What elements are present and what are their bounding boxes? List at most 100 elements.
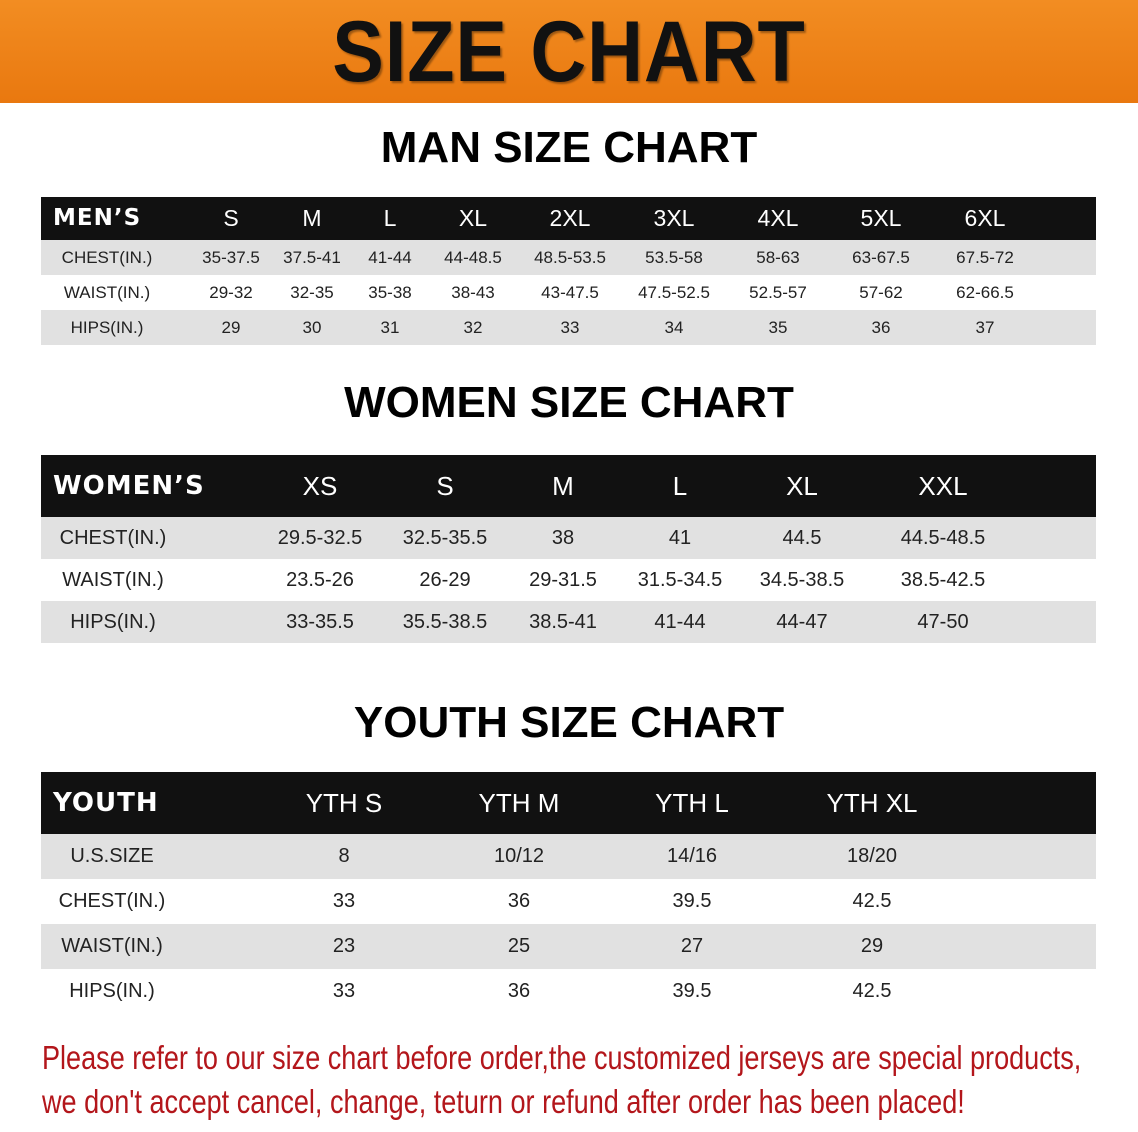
measurement-cell: 44.5 xyxy=(782,527,822,549)
row-label: HIPS(IN.) xyxy=(69,980,155,1002)
measurement-cell: 35 xyxy=(768,318,788,337)
measurement-cell: 25 xyxy=(507,935,531,957)
table-row: CHEST(IN.) 35-37.5 37.5-41 41-44 44-48.5 48.5… xyxy=(41,240,1096,275)
row-label: HIPS(IN.) xyxy=(70,611,156,633)
women-size-table: WOMEN’S XS S M L XL XXL CHEST(IN.) 29.5-32.5 32.5… xyxy=(41,455,1096,643)
size-column-header: L xyxy=(672,471,688,501)
measurement-cell: 8 xyxy=(338,845,350,867)
measurement-cell: 43-47.5 xyxy=(541,283,599,302)
row-label: CHEST(IN.) xyxy=(59,527,167,549)
measurement-cell: 67.5-72 xyxy=(956,248,1014,267)
men-section-title: MAN SIZE CHART xyxy=(380,123,758,172)
measurement-cell: 39.5 xyxy=(672,980,712,1002)
page-title: SIZE CHART xyxy=(332,4,806,100)
measurement-cell: 26-29 xyxy=(419,569,471,591)
measurement-cell: 30 xyxy=(302,318,322,337)
table-row: CHEST(IN.) 29.5-32.5 32.5-35.5 38 41 44.5 44.5… xyxy=(41,517,1096,559)
measurement-cell: 38.5-41 xyxy=(529,611,597,633)
measurement-cell: 32.5-35.5 xyxy=(402,527,488,549)
measurement-cell: 41-44 xyxy=(654,611,706,633)
size-column-header: YTH S xyxy=(305,788,383,818)
measurement-cell: 62-66.5 xyxy=(956,283,1014,302)
table-header-row: WOMEN’S XS S M L XL XXL xyxy=(41,455,1096,517)
size-column-header: S xyxy=(223,205,239,231)
measurement-cell: 34 xyxy=(664,318,684,337)
table-row: HIPS(IN.) 33-35.5 35.5-38.5 38.5-41 41-44 44-… xyxy=(41,601,1096,643)
measurement-cell: 39.5 xyxy=(672,890,712,912)
size-column-header: L xyxy=(383,205,397,231)
measurement-cell: 44.5-48.5 xyxy=(900,527,986,549)
measurement-cell: 29 xyxy=(860,935,884,957)
size-column-header: 5XL xyxy=(860,205,902,231)
measurement-cell: 32-35 xyxy=(290,283,334,302)
measurement-cell: 38-43 xyxy=(451,283,495,302)
table-row: WAIST(IN.) 29-32 32-35 35-38 38-43 43-47.5 47.… xyxy=(41,275,1096,310)
row-label: CHEST(IN.) xyxy=(61,248,153,267)
measurement-cell: 29 xyxy=(221,318,241,337)
measurement-cell: 35.5-38.5 xyxy=(402,611,488,633)
measurement-cell: 36 xyxy=(507,890,531,912)
row-label: WAIST(IN.) xyxy=(63,283,151,302)
measurement-cell: 23 xyxy=(332,935,356,957)
measurement-cell: 44-47 xyxy=(776,611,828,633)
measurement-cell: 44-48.5 xyxy=(444,248,502,267)
measurement-cell: 33 xyxy=(332,980,356,1002)
size-column-header: YTH M xyxy=(478,788,560,818)
measurement-cell: 42.5 xyxy=(852,890,892,912)
header-label: MEN’S xyxy=(53,205,142,231)
footer-notice-line-2: we don't accept cancel, change, teturn o… xyxy=(42,1083,965,1120)
measurement-cell: 29-32 xyxy=(209,283,253,302)
youth-size-table: YOUTH YTH S YTH M YTH L YTH XL U.S.SIZE 8 10/12… xyxy=(41,772,1096,1014)
header-label: WOMEN’S xyxy=(53,471,205,501)
measurement-cell: 35-38 xyxy=(368,283,412,302)
row-label: U.S.SIZE xyxy=(70,845,154,867)
measurement-cell: 18/20 xyxy=(846,845,898,867)
row-label: WAIST(IN.) xyxy=(62,569,164,591)
table-row: U.S.SIZE 8 10/12 14/16 18/20 xyxy=(41,834,1096,879)
table-header-row: MEN’S S M L XL 2XL 3XL 4XL 5XL 6XL xyxy=(41,197,1096,240)
size-column-header: 2XL xyxy=(549,205,591,231)
row-label: WAIST(IN.) xyxy=(61,935,163,957)
size-column-header: S xyxy=(436,471,454,501)
size-column-header: 3XL xyxy=(653,205,695,231)
size-column-header: YTH XL xyxy=(826,788,918,818)
measurement-cell: 38.5-42.5 xyxy=(900,569,986,591)
size-column-header: M xyxy=(552,471,574,501)
measurement-cell: 33 xyxy=(332,890,356,912)
size-column-header: 6XL xyxy=(964,205,1006,231)
table-row: WAIST(IN.) 23.5-26 26-29 29-31.5 31.5-34.5 34… xyxy=(41,559,1096,601)
measurement-cell: 63-67.5 xyxy=(852,248,910,267)
measurement-cell: 27 xyxy=(680,935,704,957)
table-row: WAIST(IN.) 23 25 27 29 xyxy=(41,924,1096,969)
measurement-cell: 31.5-34.5 xyxy=(637,569,723,591)
size-column-header: M xyxy=(302,205,322,231)
women-section-title: WOMEN SIZE CHART xyxy=(344,378,794,427)
measurement-cell: 36 xyxy=(871,318,891,337)
size-column-header: XL xyxy=(786,471,818,501)
measurement-cell: 14/16 xyxy=(666,845,718,867)
measurement-cell: 47-50 xyxy=(917,611,969,633)
row-label: HIPS(IN.) xyxy=(70,318,144,337)
row-label: CHEST(IN.) xyxy=(58,890,166,912)
table-header-row: YOUTH YTH S YTH M YTH L YTH XL xyxy=(41,772,1096,834)
header-label: YOUTH xyxy=(53,788,159,818)
footer-notice-line-1: Please refer to our size chart before or… xyxy=(42,1039,1082,1076)
table-row: HIPS(IN.) 29 30 31 32 33 34 35 36 37 xyxy=(41,310,1096,345)
measurement-cell: 23.5-26 xyxy=(286,569,354,591)
measurement-cell: 31 xyxy=(380,318,400,337)
measurement-cell: 41 xyxy=(668,527,692,549)
measurement-cell: 38 xyxy=(551,527,575,549)
measurement-cell: 29-31.5 xyxy=(529,569,597,591)
measurement-cell: 41-44 xyxy=(368,248,412,267)
measurement-cell: 47.5-52.5 xyxy=(638,283,710,302)
measurement-cell: 53.5-58 xyxy=(645,248,703,267)
table-row: HIPS(IN.) 33 36 39.5 42.5 xyxy=(41,969,1096,1014)
youth-section-title: YOUTH SIZE CHART xyxy=(353,698,785,747)
measurement-cell: 34.5-38.5 xyxy=(759,569,845,591)
measurement-cell: 37 xyxy=(975,318,995,337)
measurement-cell: 29.5-32.5 xyxy=(277,527,363,549)
measurement-cell: 37.5-41 xyxy=(283,248,341,267)
size-column-header: YTH L xyxy=(655,788,729,818)
measurement-cell: 10/12 xyxy=(493,845,545,867)
measurement-cell: 32 xyxy=(463,318,483,337)
